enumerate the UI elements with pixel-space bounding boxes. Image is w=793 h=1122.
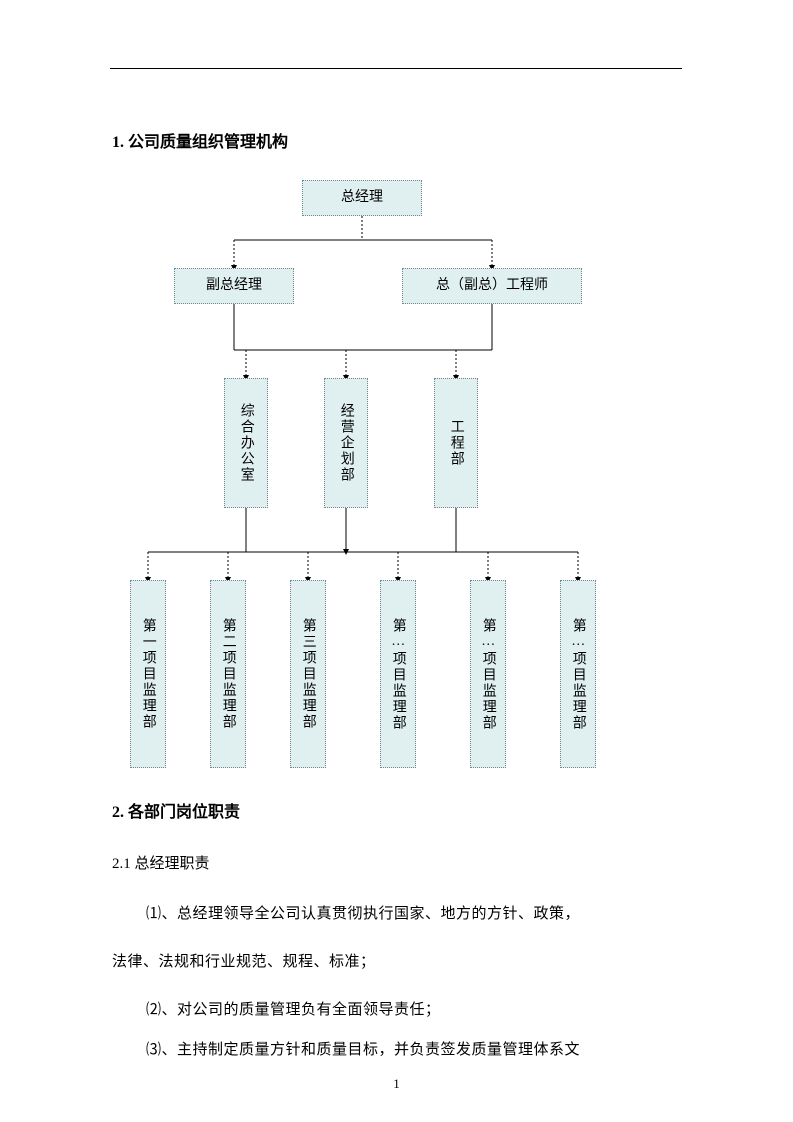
section-2-heading: 2. 各部门岗位职责: [112, 798, 240, 822]
org-node-p2: 第二项目监理部: [210, 580, 246, 768]
org-node-plan: 经营企划部: [324, 378, 368, 508]
header-rule: [110, 68, 682, 69]
org-node-dgm: 副总经理: [174, 268, 294, 304]
org-node-eng: 工程部: [434, 378, 478, 508]
org-node-p5: 第…项目监理部: [470, 580, 506, 768]
org-node-gm: 总经理: [302, 180, 422, 216]
org-node-p6: 第…项目监理部: [560, 580, 596, 768]
org-node-p1: 第一项目监理部: [130, 580, 166, 768]
paragraph-2: ⑵、对公司的质量管理负有全面领导责任；: [146, 998, 686, 1022]
org-node-p3: 第三项目监理部: [290, 580, 326, 768]
section-1-heading: 1. 公司质量组织管理机构: [112, 128, 288, 152]
paragraph-1b: 法律、法规和行业规范、规程、标准；: [112, 950, 692, 974]
paragraph-3: ⑶、主持制定质量方针和质量目标，并负责签发质量管理体系文: [146, 1038, 686, 1062]
page-number: 1: [0, 1076, 793, 1092]
org-chart: 总经理副总经理 总（副总）工程师综合办公室 经营企划部 工程部第一项目监理部 第二项目监…: [112, 180, 684, 780]
paragraph-1a: ⑴、总经理领导全公司认真贯彻执行国家、地方的方针、政策，: [146, 902, 686, 926]
org-node-p4: 第…项目监理部: [380, 580, 416, 768]
org-node-chief: 总（副总）工程师: [402, 268, 582, 304]
subsection-21-heading: 2.1 总经理职责: [112, 852, 210, 873]
org-node-office: 综合办公室: [224, 378, 268, 508]
